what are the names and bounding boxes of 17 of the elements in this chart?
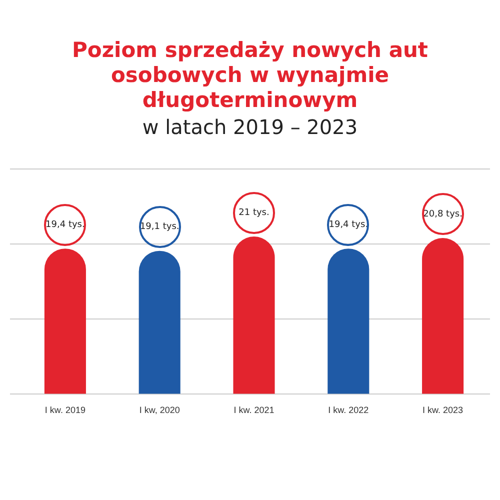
x-tick-label: I kw. 2019 [44, 405, 86, 416]
x-tick-label: I kw, 2020 [139, 405, 180, 416]
data-label: 20,8 tys. [423, 209, 462, 220]
data-label: 21 tys. [238, 208, 270, 218]
data-label: 19,1 tys. [140, 222, 180, 232]
x-tick-label: I kw. 2022 [328, 405, 369, 416]
chart-subtitle: w latach 2019 – 2023 [141, 115, 359, 139]
data-label: 19,4 tys. [46, 220, 85, 230]
data-label: 19,4 tys. [328, 220, 368, 230]
x-tick-label: I kw. 2021 [234, 405, 274, 416]
bar [233, 236, 275, 394]
bar [138, 250, 180, 394]
bar [422, 238, 464, 394]
x-tick-label: I kw. 2023 [422, 405, 464, 416]
bar [328, 248, 370, 394]
bar [44, 248, 86, 394]
chart-title: Poziom sprzedaży nowych aut osobowych w wynajmie długoterminowym [71, 38, 429, 113]
